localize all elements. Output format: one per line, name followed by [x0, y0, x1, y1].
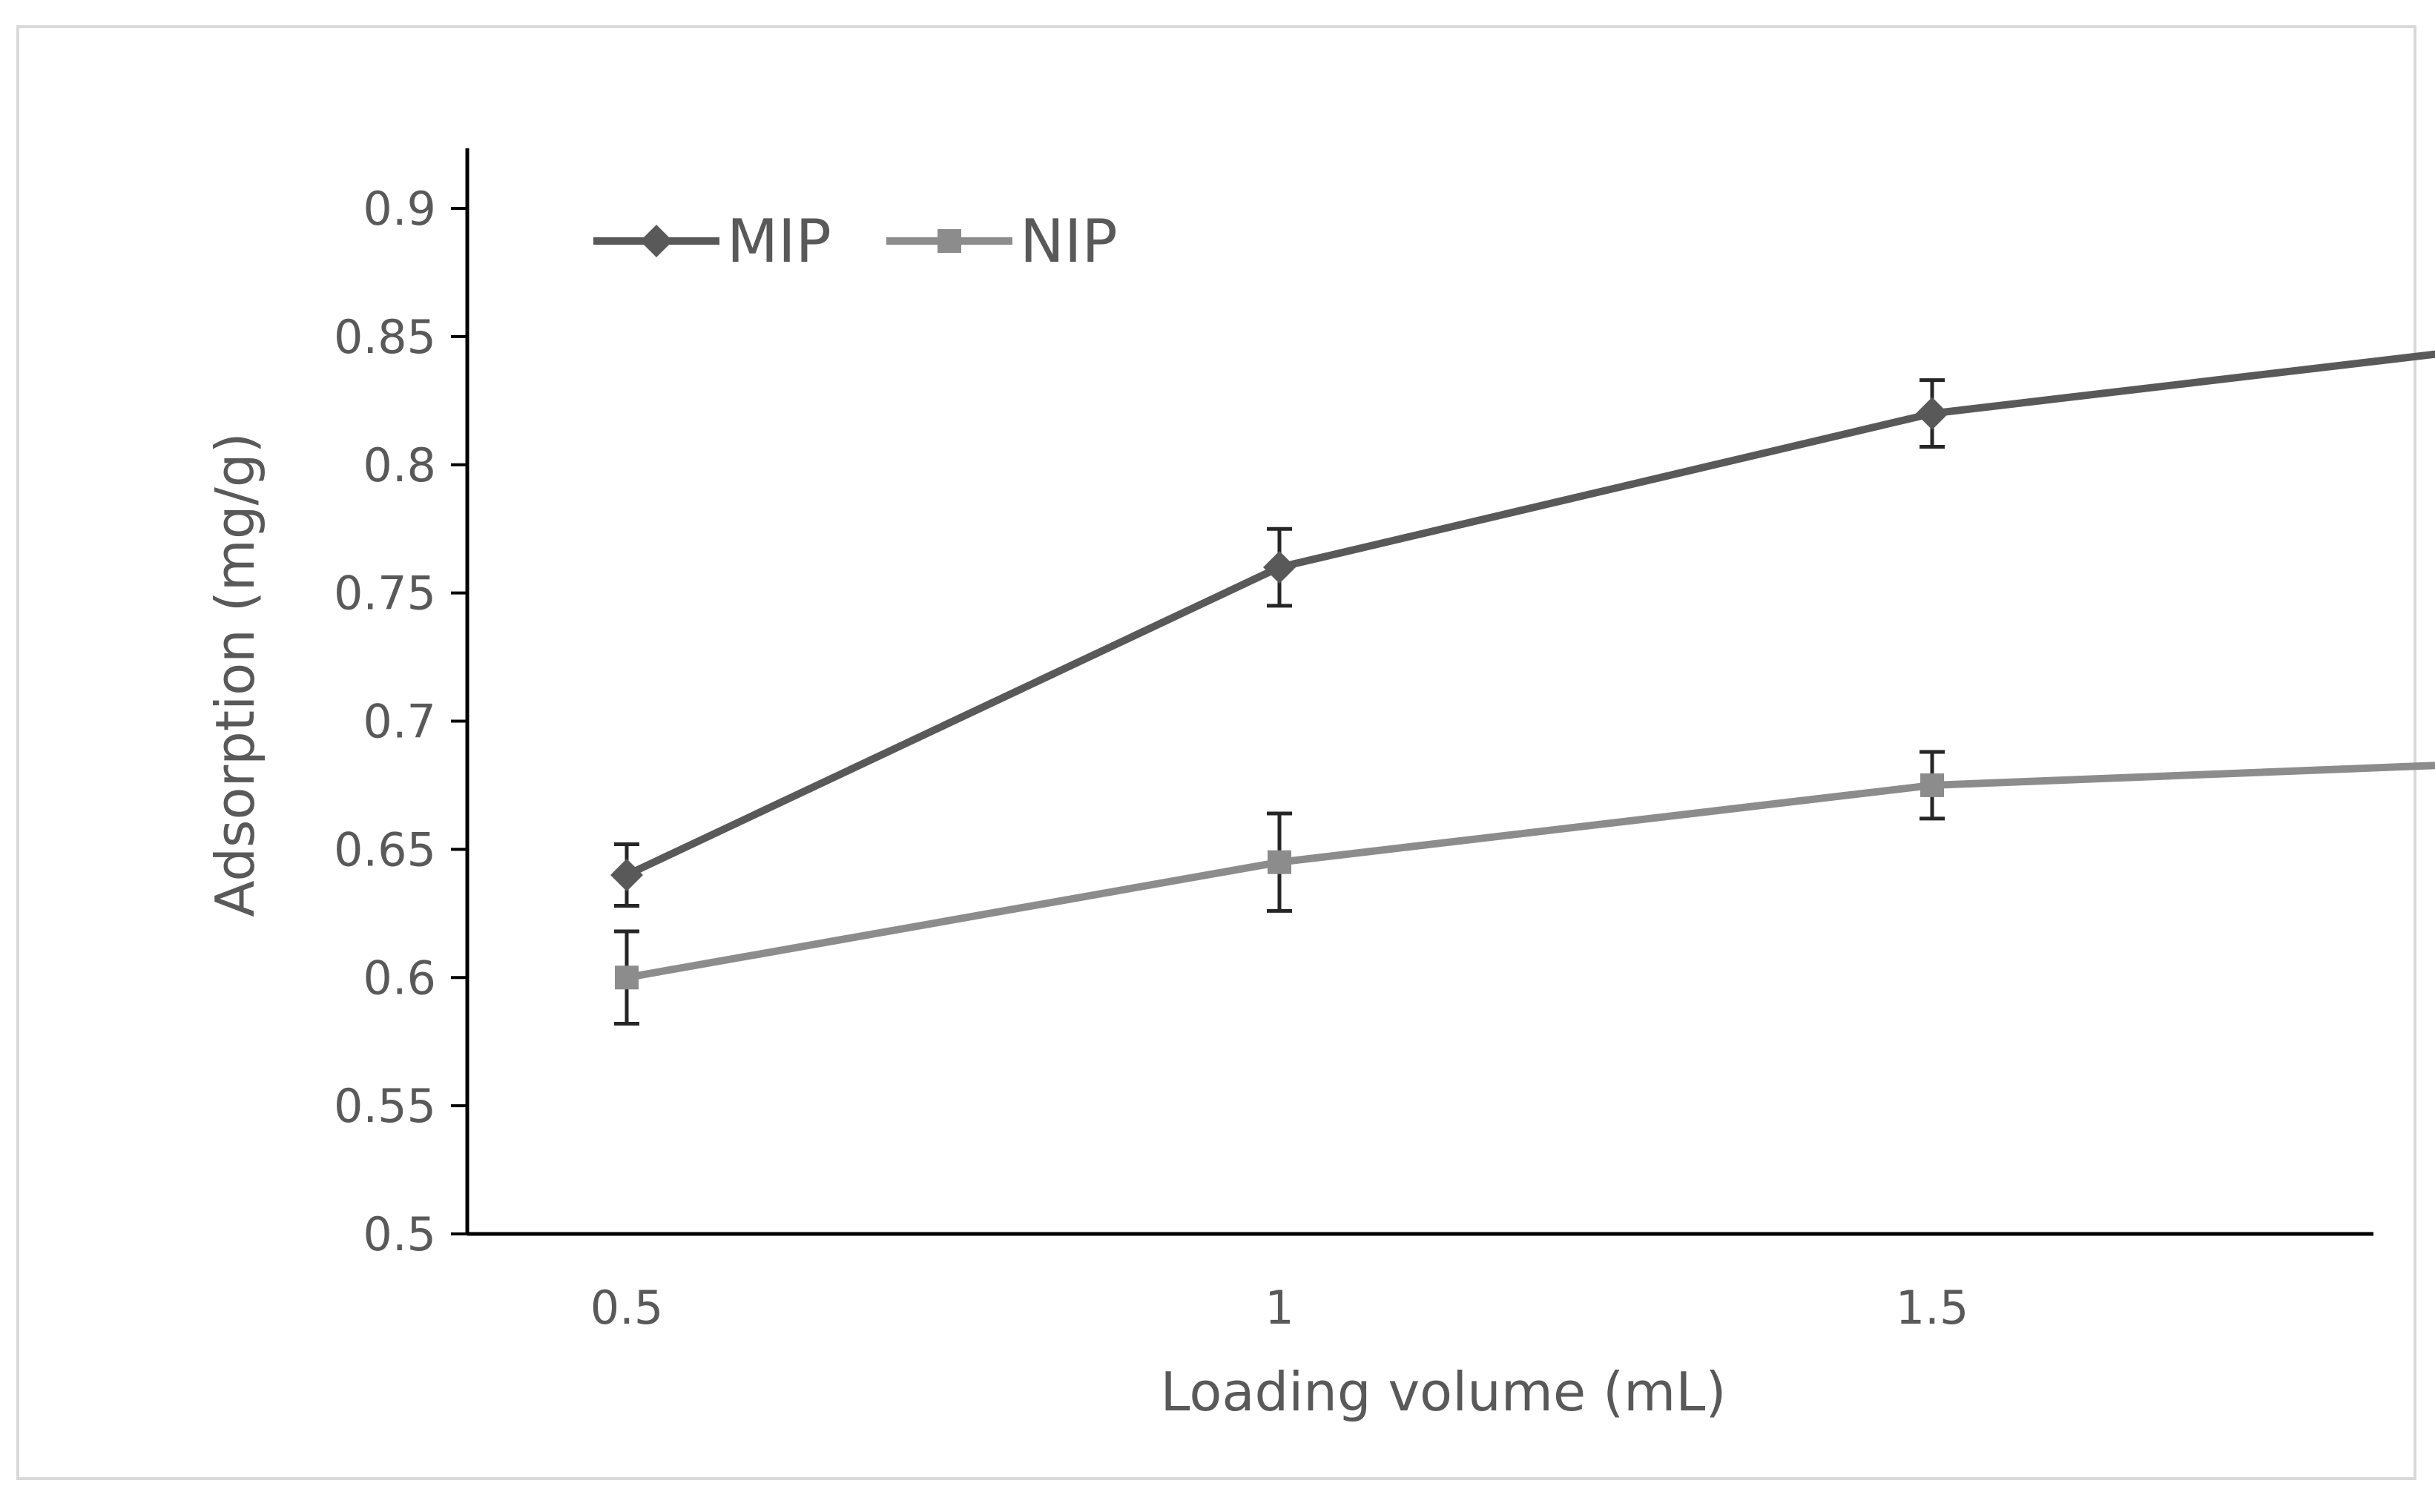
x-tick-label: 1: [1265, 1281, 1294, 1335]
series-line-nip: [626, 762, 2435, 982]
legend-item-mip: MIP: [593, 207, 831, 276]
x-axis-title: Loading volume (mL): [1161, 1361, 1727, 1423]
series-layer: [610, 350, 2435, 1026]
data-point-marker: [610, 858, 643, 891]
series-line-mip: [625, 350, 2435, 879]
series-mip: [610, 350, 2435, 908]
axes: [465, 148, 2373, 1236]
x-axis-ticks: 0.511.522.53: [590, 1281, 1969, 1335]
y-tick-label: 0.9: [363, 182, 436, 236]
legend-label: MIP: [727, 207, 831, 276]
data-point-marker: [1268, 850, 1291, 874]
legend-item-nip: NIP: [886, 207, 1118, 276]
y-tick-label: 0.85: [334, 310, 436, 364]
x-tick-label: 0.5: [590, 1281, 664, 1335]
legend-marker: [938, 229, 961, 253]
y-axis-ticks: 0.5 0.55 0.6 0.65 0.7 0.75 0.8 0.85 0.9: [334, 182, 467, 1261]
legend: MIP NIP: [593, 207, 1118, 276]
chart-frame: [16, 25, 2416, 1480]
x-tick-label: 1.5: [1896, 1281, 1969, 1335]
series-nip: [614, 750, 2435, 1026]
y-tick-label: 0.8: [363, 438, 436, 492]
data-point-marker: [615, 965, 639, 990]
data-point-marker: [1263, 551, 1296, 584]
y-tick-label: 0.6: [363, 951, 436, 1005]
y-tick-label: 0.55: [334, 1079, 436, 1133]
y-tick-label: 0.65: [334, 822, 436, 877]
data-point-marker: [1916, 397, 1948, 430]
y-tick-label: 0.7: [363, 695, 436, 749]
y-tick-label: 0.75: [334, 567, 436, 621]
y-axis-title: Adsorption (mg/g): [204, 432, 266, 917]
legend-label: NIP: [1020, 207, 1118, 276]
data-point-marker: [1920, 773, 1944, 797]
y-tick-label: 0.5: [363, 1207, 436, 1261]
legend-marker: [640, 225, 673, 257]
